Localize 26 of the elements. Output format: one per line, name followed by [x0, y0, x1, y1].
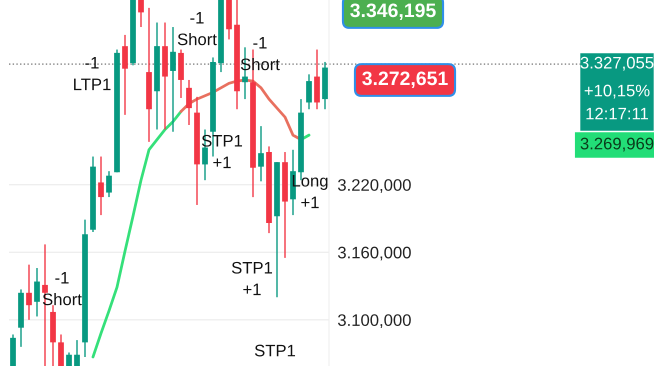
annotation: STP1 — [254, 344, 296, 356]
text: 3.272,651 — [362, 71, 448, 88]
candlestick — [98, 156, 104, 216]
text: +10,15% — [584, 84, 650, 98]
annotation: -1 Short — [178, 12, 217, 46]
candlestick — [74, 339, 80, 366]
candlestick — [26, 264, 32, 321]
annotation: -1 LTP1 — [74, 57, 110, 90]
y-tick-label: 3.100,000 — [338, 314, 411, 328]
candlestick — [122, 34, 128, 116]
candlestick — [186, 79, 192, 126]
text: 12:17:11 — [586, 108, 648, 120]
candlestick — [66, 352, 72, 366]
candlestick — [258, 125, 264, 182]
candlestick — [58, 334, 64, 366]
annotation: STP1 +1 — [232, 262, 272, 296]
candlestick — [170, 26, 176, 132]
y-tick-label: 3.220,000 — [338, 179, 411, 193]
candlestick — [106, 170, 112, 198]
candlestick — [306, 74, 312, 110]
text: 3.346,195 — [350, 3, 436, 20]
ref-line-label: 3.327,055 — [580, 56, 654, 71]
candlestick — [34, 267, 40, 318]
text: 3.269,969 — [580, 138, 654, 152]
candlestick — [138, 0, 144, 28]
y-tick-label: 3.160,000 — [338, 246, 411, 260]
